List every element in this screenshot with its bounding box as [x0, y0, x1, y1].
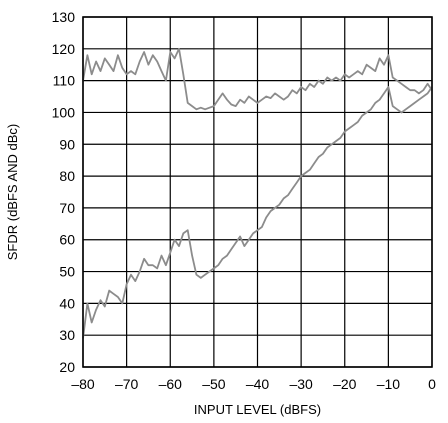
series-line-2 [82, 86, 433, 339]
x-tick-label: –20 [333, 376, 357, 392]
y-tick-label: 20 [59, 359, 75, 375]
y-tick-label: 30 [59, 327, 75, 343]
x-tick-label: –30 [289, 376, 313, 392]
y-tick-label: 50 [59, 264, 75, 280]
y-tick-label: 130 [52, 9, 76, 25]
y-axis-label: SFDR (dBFS AND dBc) [5, 124, 20, 261]
series-line-1 [82, 47, 433, 111]
x-tick-label: –70 [115, 376, 139, 392]
x-tick-label: –60 [159, 376, 183, 392]
x-tick-label: 0 [428, 376, 436, 392]
plot-frame [82, 16, 433, 368]
y-tick-label: 120 [52, 41, 76, 57]
y-tick-label: 40 [59, 295, 75, 311]
y-tick-label: 90 [59, 136, 75, 152]
x-tick-label: –40 [246, 376, 270, 392]
x-axis-label: INPUT LEVEL (dBFS) [194, 402, 321, 417]
x-tick-label: –80 [71, 376, 95, 392]
x-tick-labels: –80 –70 –60 –50 –40 –30 –20 –10 0 [71, 376, 436, 392]
y-tick-label: 100 [52, 104, 76, 120]
y-tick-label: 80 [59, 168, 75, 184]
y-tick-label: 60 [59, 232, 75, 248]
x-tick-label: –50 [202, 376, 226, 392]
y-tick-label: 70 [59, 200, 75, 216]
x-tick-label: –10 [377, 376, 401, 392]
series-group [82, 47, 433, 339]
grid [82, 16, 433, 368]
y-tick-label: 110 [53, 73, 76, 89]
y-tick-labels: 20 30 40 50 60 70 80 90 100 110 120 130 [52, 9, 76, 375]
